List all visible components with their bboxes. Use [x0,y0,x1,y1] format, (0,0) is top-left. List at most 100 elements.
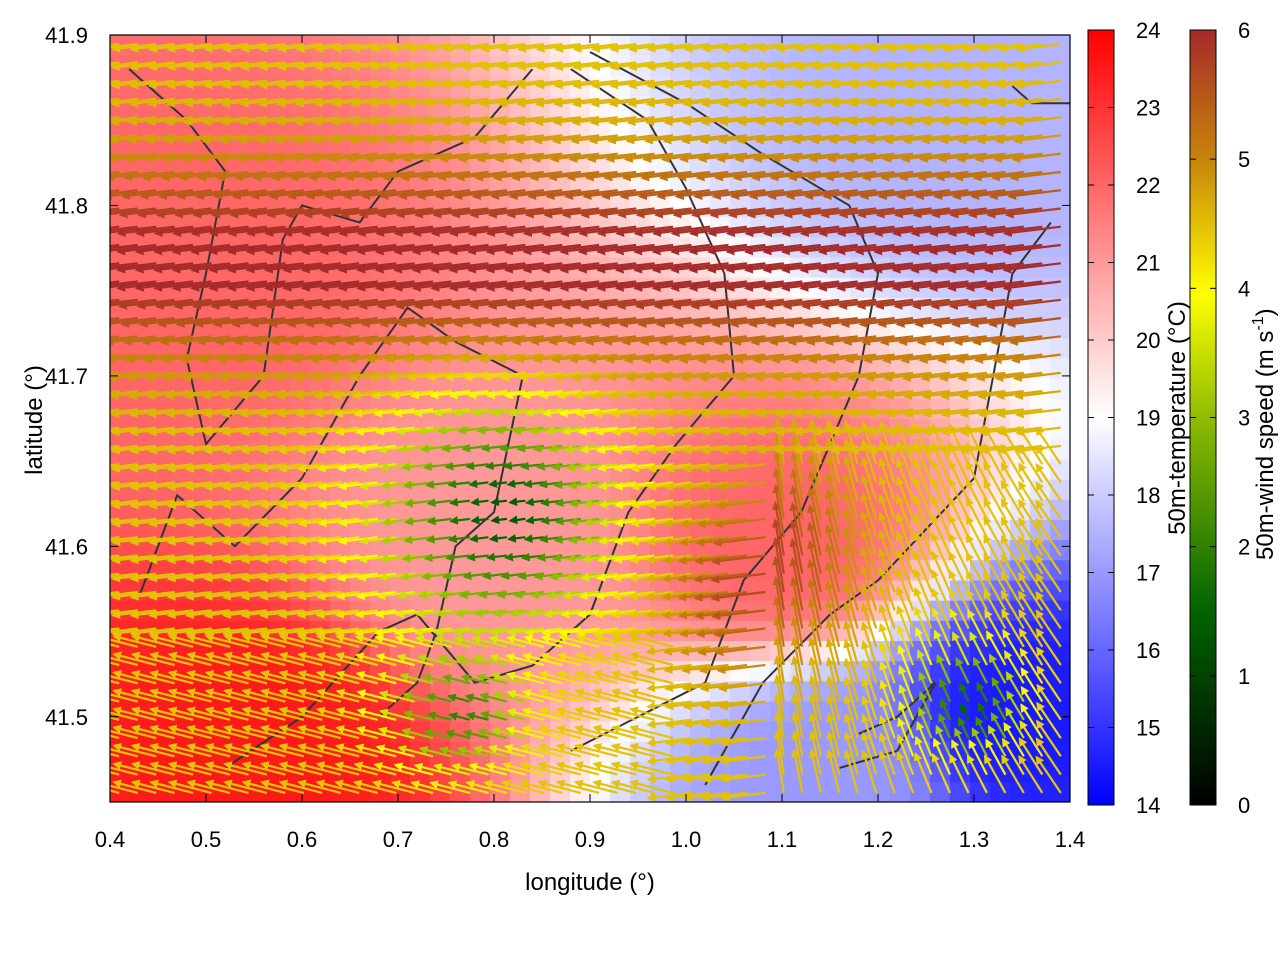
temperature-colorbar-tick-label: 14 [1136,793,1160,818]
temperature-cell [590,579,611,601]
temperature-colorbar-tick-label: 19 [1136,406,1160,431]
temperature-cell [1050,438,1070,460]
x-tick-label: 1.1 [767,827,798,852]
temperature-cell [730,458,751,480]
temperature-colorbar-label: 50m-temperature (°C) [1164,301,1191,535]
x-tick-label: 1.2 [863,827,894,852]
temperature-cell [1050,277,1070,298]
temperature-cell [1050,236,1070,258]
temperature-cell [730,398,751,419]
temperature-cell [610,398,631,419]
temperature-cell [850,398,871,419]
temperature-cell [730,781,751,802]
wind-colorbar-tick-label: 0 [1238,793,1250,818]
x-tick-label: 1.3 [959,827,990,852]
temperature-colorbar-tick-label: 21 [1136,251,1160,276]
wind-label-sup: -1 [1250,316,1267,330]
temperature-cell [1030,75,1051,97]
wind-label-end: ) [1252,308,1279,316]
temperature-cell [450,559,471,581]
temperature-colorbar-tick-label: 18 [1136,483,1160,508]
temperature-cell [1050,196,1070,218]
temperature-cell [770,398,791,419]
temperature-cell [130,398,151,419]
temperature-cell [590,398,611,419]
temperature-cell [490,579,511,601]
temperature-cell [470,579,491,601]
temperature-cell [250,579,271,601]
temperature-cell [110,398,131,419]
temperature-cell [530,579,551,601]
temperature-cell [1050,317,1070,339]
temperature-cell [390,458,411,480]
temperature-colorbar-tick-label: 23 [1136,96,1160,121]
temperature-cell [750,579,771,601]
x-axis-label: longitude (°) [525,869,655,896]
x-tick-label: 0.9 [575,827,606,852]
temperature-cell [450,579,471,601]
temperature-colorbar-tick-label: 24 [1136,18,1160,43]
y-tick-label: 41.6 [45,534,88,559]
temperature-cell [530,398,551,419]
temperature-cell [730,660,751,682]
temperature-cell [410,499,431,520]
temperature-colorbar-tick-label: 16 [1136,638,1160,663]
y-tick-label: 41.9 [45,23,88,48]
wind-colorbar-tick-label: 5 [1238,147,1250,172]
temperature-cell [570,458,591,480]
temperature-cell [210,337,231,359]
plot-area [110,35,1070,802]
temperature-cell [1010,398,1031,419]
temperature-cell [430,438,451,460]
temperature-cell [870,398,891,419]
temperature-cell [370,458,391,480]
temperature-cell [670,660,691,682]
temperature-cell [990,398,1011,419]
y-tick-label: 41.5 [45,705,88,730]
temperature-cell [290,398,311,419]
temperature-cell [410,701,431,722]
temperature-cell [1050,257,1070,278]
temperature-cell [1030,196,1051,218]
temperature-cell [350,579,371,601]
x-tick-label: 1.4 [1055,827,1086,852]
temperature-cell [910,398,931,419]
x-tick-label: 1.0 [671,827,702,852]
temperature-cell [770,781,791,802]
temperature-cell [1010,761,1031,783]
temperature-cell [390,579,411,601]
temperature-colorbar-tick-label: 17 [1136,561,1160,586]
temperature-cell [1050,75,1070,97]
temperature-cell [1050,176,1070,197]
temperature-cell [470,559,491,581]
temperature-cell [490,458,511,480]
y-tick-label: 41.7 [45,364,88,389]
temperature-cell [350,398,371,419]
wind-colorbar-tick-label: 3 [1238,406,1250,431]
temperature-cell [630,398,651,419]
temperature-cell [1030,378,1051,399]
wind-colorbar-tick-label: 6 [1238,18,1250,43]
temperature-cell [850,781,871,802]
temperature-cell [1050,721,1070,742]
temperature-cell [750,398,771,419]
temperature-cell [1050,378,1070,399]
temperature-cell [970,680,991,702]
temperature-colorbar-tick-label: 20 [1136,328,1160,353]
temperature-colorbar-tick-label: 22 [1136,173,1160,198]
temperature-cell [750,781,771,802]
wind-colorbar-tick-label: 1 [1238,664,1250,689]
temperature-cell [610,579,631,601]
temperature-cell [750,640,771,662]
temperature-cell [410,519,431,541]
temperature-cell [150,398,171,419]
temperature-cell [490,398,511,419]
temperature-cell [430,458,451,480]
temperature-cell [890,781,911,802]
temperature-cell [550,458,571,480]
temperature-cell [750,458,771,480]
temperature-cell [830,781,851,802]
y-tick-label: 41.8 [45,193,88,218]
temperature-cell [1030,781,1051,802]
